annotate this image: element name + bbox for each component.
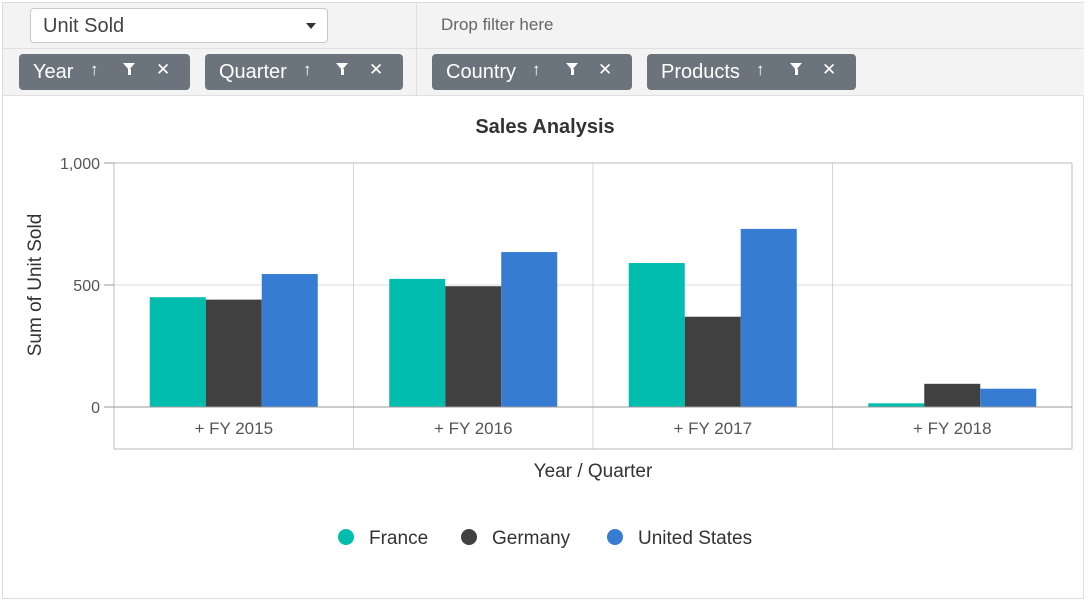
- chart-title: Sales Analysis: [475, 116, 614, 138]
- y-tick-label: 1,000: [60, 156, 100, 173]
- x-category-label[interactable]: + FY 2018: [913, 419, 992, 438]
- close-icon[interactable]: ✕: [598, 60, 613, 79]
- filter-icon[interactable]: [566, 63, 578, 75]
- bar-germany[interactable]: [924, 383, 981, 407]
- bar-france[interactable]: [389, 278, 446, 407]
- x-category-label[interactable]: + FY 2017: [673, 419, 752, 438]
- legend-marker[interactable]: [607, 529, 623, 545]
- bar-france[interactable]: [149, 297, 206, 407]
- x-axis-title: Year / Quarter: [534, 461, 653, 482]
- arrow-up-icon[interactable]: ↑: [532, 60, 541, 79]
- bar-united-states[interactable]: [501, 252, 558, 407]
- filter-drop-area[interactable]: Drop filter here: [441, 15, 554, 34]
- row-field-label: Year: [33, 61, 74, 83]
- value-field-dropdown-label: Unit Sold: [43, 15, 125, 37]
- filter-icon[interactable]: [123, 63, 135, 75]
- close-icon[interactable]: ✕: [369, 60, 384, 79]
- close-icon[interactable]: ✕: [156, 60, 171, 79]
- y-tick-label: 0: [91, 400, 100, 417]
- bar-united-states[interactable]: [980, 388, 1037, 407]
- bar-germany[interactable]: [205, 299, 262, 407]
- arrow-up-icon[interactable]: ↑: [90, 60, 99, 79]
- bar-france[interactable]: [868, 403, 925, 407]
- legend-label[interactable]: France: [369, 528, 428, 549]
- row-field-pill-year[interactable]: Year ↑ ✕: [19, 54, 190, 90]
- x-category-label[interactable]: + FY 2015: [194, 419, 273, 438]
- arrow-up-icon[interactable]: ↑: [303, 60, 312, 79]
- filter-icon[interactable]: [336, 63, 348, 75]
- bar-united-states[interactable]: [261, 274, 318, 407]
- close-icon[interactable]: ✕: [822, 60, 837, 79]
- filter-icon[interactable]: [790, 63, 802, 75]
- chevron-down-icon: [306, 23, 316, 29]
- legend-marker[interactable]: [338, 529, 354, 545]
- column-field-label: Products: [661, 61, 740, 83]
- legend-marker[interactable]: [461, 529, 477, 545]
- grouping-bar-divider: [416, 3, 417, 95]
- bar-united-states[interactable]: [740, 228, 797, 407]
- row-field-label: Quarter: [219, 61, 287, 83]
- x-category-label[interactable]: + FY 2016: [434, 419, 513, 438]
- arrow-up-icon[interactable]: ↑: [756, 60, 765, 79]
- column-field-label: Country: [446, 61, 517, 83]
- row-field-pill-quarter[interactable]: Quarter ↑ ✕: [205, 54, 403, 90]
- value-field-dropdown[interactable]: Unit Sold: [30, 8, 328, 43]
- y-tick-label: 500: [73, 278, 100, 295]
- legend-label[interactable]: Germany: [492, 528, 571, 549]
- y-axis-title: Sum of Unit Sold: [25, 214, 46, 357]
- legend-label[interactable]: United States: [638, 528, 752, 549]
- column-field-pill-products[interactable]: Products ↑ ✕: [647, 54, 856, 90]
- bar-france[interactable]: [628, 263, 685, 407]
- column-field-pill-country[interactable]: Country ↑ ✕: [432, 54, 632, 90]
- bar-germany[interactable]: [445, 286, 502, 407]
- bar-germany[interactable]: [684, 316, 741, 407]
